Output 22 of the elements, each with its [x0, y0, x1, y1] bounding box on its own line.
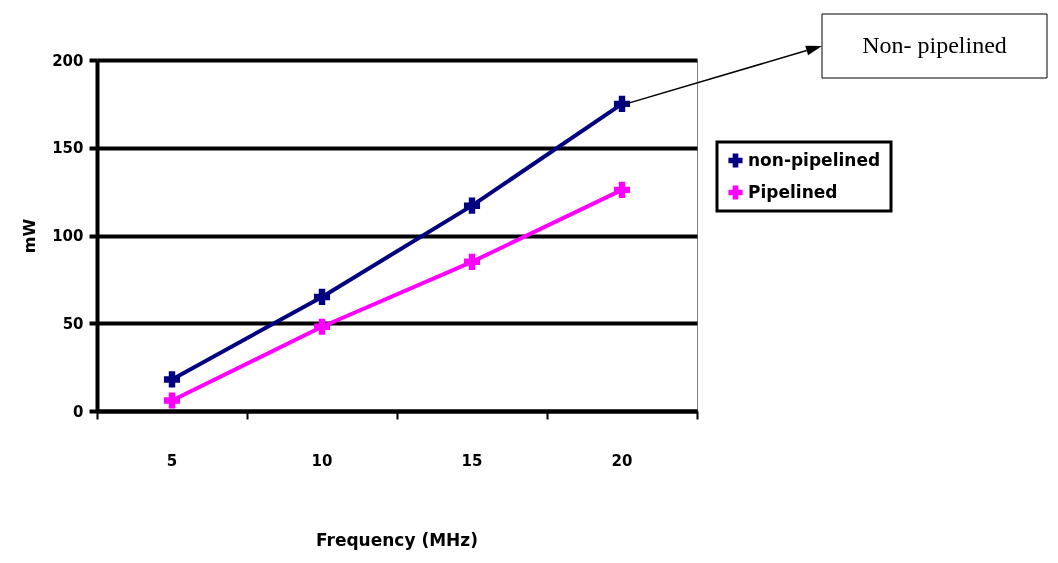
x-axis-title: Frequency (MHz) — [316, 530, 478, 550]
point — [163, 371, 181, 388]
x-tick-label: 15 — [461, 452, 483, 470]
x-tick-label: 5 — [166, 452, 178, 470]
y-tick-label: 200 — [52, 51, 84, 70]
y-tick-label: 50 — [62, 314, 84, 333]
y-axis-title: mW — [20, 218, 40, 254]
point — [613, 181, 631, 198]
text: Non- pipelined — [862, 32, 1007, 58]
y-tick-label: 100 — [52, 227, 84, 245]
x-tick-label: 20 — [611, 452, 633, 470]
point — [313, 318, 331, 335]
point — [163, 392, 181, 409]
point — [463, 253, 481, 270]
point — [313, 288, 331, 305]
point — [613, 95, 631, 112]
legend-label: non-pipelined — [748, 149, 881, 170]
y-tick-label: 0 — [73, 402, 84, 421]
x-tick-label: 10 — [311, 452, 333, 470]
point — [463, 197, 481, 214]
y-tick-label: 150 — [52, 139, 84, 158]
legend-label: Pipelined — [748, 181, 838, 202]
